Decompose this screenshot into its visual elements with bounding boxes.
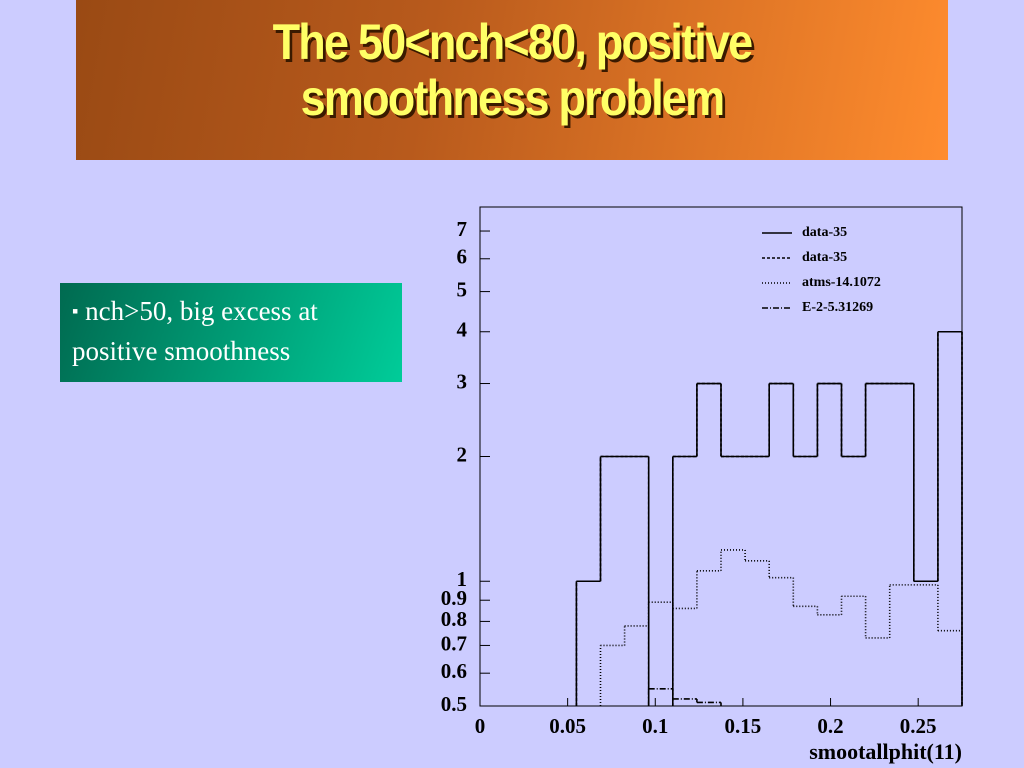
y-tick-label: 7	[457, 217, 468, 241]
x-tick-label: 0.2	[817, 714, 843, 738]
legend-label: data-35	[802, 225, 847, 240]
x-tick-label: 0.15	[725, 714, 762, 738]
y-tick-label: 2	[457, 442, 468, 466]
bullet-icon: ▪	[72, 301, 79, 321]
title-banner: The 50<nch<80, positive smoothness probl…	[76, 0, 948, 160]
y-tick-label: 3	[457, 369, 468, 393]
y-tick-label: 1	[457, 567, 468, 591]
slide-title: smoothness problem	[300, 70, 725, 126]
y-tick-label: 4	[457, 318, 468, 342]
legend-label: E-2-5.31269	[802, 300, 873, 315]
y-tick-label: 0.8	[441, 607, 467, 631]
y-tick-label: 0.5	[441, 692, 467, 716]
x-tick-label: 0.1	[642, 714, 668, 738]
y-tick-label: 0.6	[441, 659, 467, 683]
legend-label: atms-14.1072	[802, 275, 881, 290]
slide-title: The 50<nch<80, positive	[272, 14, 754, 70]
x-tick-label: 0.25	[900, 714, 937, 738]
x-tick-label: 0.05	[549, 714, 586, 738]
y-tick-label: 0.9	[441, 586, 467, 610]
legend-label: data-35	[802, 250, 847, 265]
y-tick-label: 0.7	[441, 631, 467, 655]
x-axis-label: smootallphit(11)	[809, 739, 962, 764]
y-tick-label: 6	[457, 245, 468, 269]
x-tick-label: 0	[475, 714, 486, 738]
bullet-box: ▪ nch>50, big excess at positive smoothn…	[60, 283, 402, 382]
y-tick-label: 5	[457, 277, 468, 301]
bullet-text: nch>50, big excess at positive smoothnes…	[72, 296, 318, 366]
